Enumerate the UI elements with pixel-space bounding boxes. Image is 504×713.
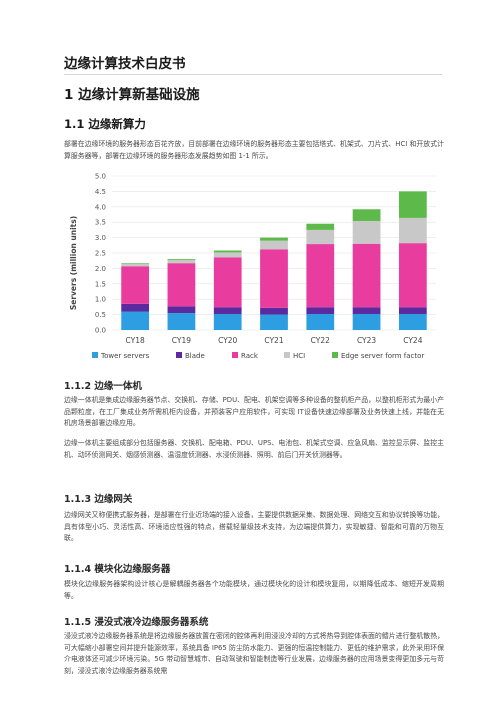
- y-tick-label: 4.5: [95, 188, 106, 196]
- section-heading-1-1-2: 1.1.2 边缘一体机: [64, 381, 142, 392]
- x-tick-label: CY23: [357, 336, 376, 345]
- x-tick-label: CY18: [126, 336, 145, 345]
- bar-tower-servers-cy24: [398, 313, 427, 330]
- bar-rack-cy18: [121, 266, 150, 304]
- bar-blade-cy20: [213, 307, 242, 314]
- bar-hci-cy24: [398, 217, 427, 244]
- bar-edge-server-form-factor-cy18: [121, 263, 150, 264]
- legend-swatch: [332, 352, 338, 358]
- legend-label: HCI: [293, 352, 305, 360]
- bar-hci-cy19: [167, 260, 196, 264]
- legend-label: Rack: [241, 352, 259, 360]
- legend-swatch: [92, 352, 98, 358]
- y-tick-label: 1.0: [95, 296, 106, 304]
- legend-swatch: [176, 352, 182, 358]
- bar-hci-cy22: [306, 229, 335, 245]
- section-heading-1-1-3: 1.1.3 边缘网关: [64, 494, 133, 505]
- bar-blade-cy21: [260, 307, 288, 315]
- y-tick-label: 0.5: [95, 311, 106, 319]
- bar-blade-cy23: [352, 307, 381, 314]
- paragraph-2: 边缘一体机是集成边缘服务器节点、交换机、存储、PDU、配电、机架空调等多种设备的…: [64, 396, 444, 428]
- y-tick-label: 0.0: [95, 327, 106, 335]
- bar-blade-cy18: [121, 303, 150, 312]
- bar-tower-servers-cy23: [352, 313, 381, 330]
- document-title: 边缘计算技术白皮书: [64, 56, 186, 72]
- chart-bars: [121, 191, 427, 330]
- x-tick-label: CY24: [403, 336, 422, 345]
- bar-edge-server-form-factor-cy19: [167, 259, 196, 261]
- section-heading-1-1-5: 1.1.5 浸没式液冷边缘服务器系统: [64, 617, 209, 628]
- server-forecast-chart: Servers (million units) 0.0 0.5 1.0 1.5 2.0 2…: [69, 173, 436, 360]
- legend-label: Edge server form factor: [341, 352, 424, 360]
- x-tick-label: CY20: [218, 336, 237, 345]
- y-tick-label: 3.5: [95, 219, 106, 227]
- bar-blade-cy24: [398, 307, 427, 314]
- legend-label: Tower servers: [100, 352, 150, 360]
- bar-hci-cy20: [213, 252, 242, 258]
- paragraph-6: 浸没式液冷边缘服务器系统是将边缘服务器放置在密闭的腔体再利用浸没冷却的方式将热导…: [64, 632, 444, 675]
- bar-hci-cy18: [121, 263, 150, 267]
- bar-tower-servers-cy19: [167, 313, 196, 330]
- y-tick-label: 2.0: [95, 265, 106, 273]
- bar-rack-cy22: [306, 244, 335, 308]
- bar-blade-cy19: [167, 306, 196, 314]
- section-heading-1-1-4: 1.1.4 模块化边缘服务器: [64, 564, 171, 575]
- bar-rack-cy21: [260, 249, 288, 308]
- y-tick-label: 1.5: [95, 280, 106, 288]
- bar-hci-cy21: [260, 240, 288, 250]
- legend-swatch: [232, 352, 238, 358]
- bar-tower-servers-cy21: [260, 314, 288, 330]
- bar-edge-server-form-factor-cy24: [398, 191, 427, 218]
- bar-edge-server-form-factor-cy22: [306, 223, 335, 230]
- bar-edge-server-form-factor-cy20: [213, 250, 242, 253]
- y-tick-label: 4.0: [95, 203, 106, 211]
- bar-rack-cy19: [167, 263, 196, 307]
- paragraph-5: 模块化边缘服务器架构设计核心是解耦服务器各个功能模块，通过模块化的设计和模块复用…: [64, 580, 444, 600]
- bar-rack-cy24: [398, 243, 427, 308]
- y-tick-label: 2.5: [95, 250, 106, 258]
- section-heading-1-1: 1.1 边缘新算力: [64, 117, 146, 131]
- bar-tower-servers-cy22: [306, 313, 335, 330]
- legend-swatch: [284, 352, 290, 358]
- bar-tower-servers-cy20: [213, 313, 242, 330]
- x-tick-label: CY19: [172, 336, 191, 345]
- title-divider: [64, 74, 442, 75]
- bar-hci-cy23: [352, 220, 381, 244]
- y-tick-label: 3.0: [95, 234, 106, 242]
- y-axis-label: Servers (million units): [69, 216, 78, 310]
- section-heading-1: 1 边缘计算新基础设施: [64, 87, 200, 103]
- x-tick-label: CY22: [311, 336, 330, 345]
- legend-label: Blade: [185, 352, 205, 360]
- paragraph-1: 部署在边缘环境的服务器形态百花齐放，目前部署在边缘环境的服务器形态主要包括塔式、…: [64, 140, 444, 160]
- paragraph-4: 边缘网关又称便携式服务器，是部署在行业近场端的接入设备，主要提供数据采集、数据处…: [64, 511, 444, 543]
- chart-legend: Tower servers Blade Rack HCI Edge server for…: [92, 352, 424, 360]
- bar-rack-cy23: [352, 243, 381, 308]
- y-tick-labels: 0.0 0.5 1.0 1.5 2.0 2.5 3.0 3.5 4.0 4.5 5.0: [95, 173, 106, 335]
- x-tick-label: CY21: [264, 336, 283, 345]
- paragraph-3: 边缘一体机主要组成部分包括服务器、交换机、配电箱、PDU、UPS、电池包、机架式…: [64, 439, 444, 459]
- bar-edge-server-form-factor-cy23: [352, 209, 381, 221]
- y-tick-label: 5.0: [95, 173, 106, 181]
- x-tick-labels: CY18 CY19 CY20 CY21 CY22 CY23 CY24: [126, 336, 423, 345]
- bar-tower-servers-cy18: [121, 311, 150, 330]
- bar-blade-cy22: [306, 307, 335, 314]
- bar-edge-server-form-factor-cy21: [260, 237, 288, 241]
- bar-rack-cy20: [213, 257, 242, 308]
